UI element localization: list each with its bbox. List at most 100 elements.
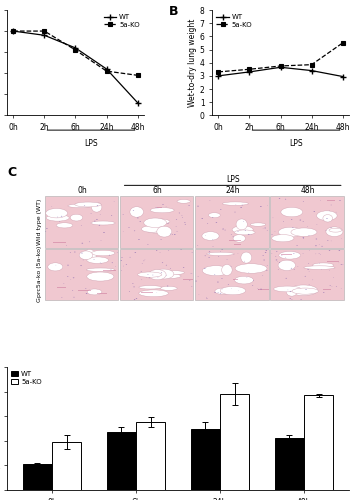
Text: LPS: LPS — [84, 138, 98, 147]
Ellipse shape — [323, 214, 333, 222]
Legend: WT, 5a-KO: WT, 5a-KO — [216, 14, 253, 28]
Ellipse shape — [274, 286, 301, 292]
Ellipse shape — [86, 268, 115, 272]
Ellipse shape — [160, 286, 177, 290]
5a-KO — [11, 28, 15, 34]
Bar — [225, 262, 232, 263]
Ellipse shape — [139, 290, 168, 296]
Ellipse shape — [157, 226, 172, 237]
Ellipse shape — [46, 208, 68, 218]
WT — [42, 32, 47, 38]
Bar — [136, 422, 166, 490]
Ellipse shape — [250, 223, 266, 226]
5a-KO — [42, 28, 47, 34]
Ellipse shape — [48, 263, 63, 271]
5a-KO — [247, 66, 252, 72]
Ellipse shape — [220, 286, 246, 295]
Ellipse shape — [46, 214, 69, 221]
Ellipse shape — [233, 234, 245, 242]
WT — [216, 73, 220, 79]
Ellipse shape — [279, 252, 300, 259]
WT — [136, 100, 140, 105]
WT — [247, 69, 252, 75]
Bar — [103, 270, 116, 271]
Ellipse shape — [146, 219, 170, 224]
Bar — [107, 432, 136, 490]
Ellipse shape — [206, 252, 234, 256]
Ellipse shape — [91, 250, 115, 256]
Ellipse shape — [141, 226, 162, 232]
Ellipse shape — [236, 219, 247, 230]
Ellipse shape — [153, 274, 181, 278]
Text: 0h: 0h — [78, 186, 87, 195]
Ellipse shape — [70, 214, 83, 221]
WT — [11, 28, 15, 34]
Ellipse shape — [87, 257, 109, 264]
Bar — [220, 394, 249, 490]
Ellipse shape — [87, 289, 102, 295]
Ellipse shape — [91, 202, 102, 212]
Ellipse shape — [130, 206, 143, 217]
Ellipse shape — [145, 226, 167, 233]
Ellipse shape — [148, 270, 166, 280]
Bar — [157, 207, 162, 208]
5a-KO — [216, 69, 220, 75]
Ellipse shape — [234, 230, 255, 235]
Ellipse shape — [313, 263, 334, 268]
Ellipse shape — [241, 252, 252, 263]
Ellipse shape — [235, 276, 253, 284]
Ellipse shape — [232, 226, 253, 234]
Bar — [304, 396, 333, 490]
Text: Wild type (WT): Wild type (WT) — [37, 198, 42, 245]
Bar — [45, 196, 118, 248]
WT — [73, 45, 78, 51]
Bar — [274, 438, 304, 490]
Ellipse shape — [144, 218, 167, 228]
Text: LPS: LPS — [289, 138, 303, 147]
Legend: WT, 5a-KO: WT, 5a-KO — [11, 370, 42, 386]
Ellipse shape — [329, 228, 342, 232]
Bar — [23, 464, 52, 490]
WT — [104, 66, 109, 72]
Ellipse shape — [292, 288, 318, 294]
5a-KO — [104, 68, 109, 74]
Ellipse shape — [222, 202, 248, 205]
Ellipse shape — [139, 286, 162, 289]
Ellipse shape — [87, 272, 114, 281]
Text: B: B — [168, 4, 178, 18]
Ellipse shape — [278, 260, 295, 270]
Text: Gprc5a-ko (5a-ko): Gprc5a-ko (5a-ko) — [37, 246, 42, 302]
Ellipse shape — [235, 264, 267, 274]
Ellipse shape — [163, 270, 184, 274]
Ellipse shape — [68, 204, 92, 208]
Line: 5a-KO: 5a-KO — [11, 28, 140, 78]
Bar — [120, 248, 193, 300]
5a-KO — [341, 40, 345, 46]
5a-KO — [309, 62, 314, 68]
Ellipse shape — [150, 208, 174, 213]
Text: 6h: 6h — [153, 186, 162, 195]
Ellipse shape — [208, 212, 220, 218]
Bar — [229, 240, 241, 241]
Bar — [190, 428, 220, 490]
WT — [278, 64, 283, 70]
Ellipse shape — [79, 251, 93, 260]
Ellipse shape — [222, 264, 232, 276]
Ellipse shape — [75, 202, 101, 207]
Ellipse shape — [304, 266, 335, 270]
Line: 5a-KO: 5a-KO — [216, 40, 345, 74]
Ellipse shape — [177, 200, 190, 203]
Ellipse shape — [326, 227, 343, 236]
Bar — [96, 293, 107, 294]
Bar — [53, 242, 66, 243]
Text: 24h: 24h — [225, 186, 240, 195]
Ellipse shape — [83, 250, 96, 260]
Bar — [324, 289, 331, 290]
Bar — [270, 196, 344, 248]
Ellipse shape — [203, 266, 230, 276]
Ellipse shape — [278, 227, 303, 237]
Line: WT: WT — [10, 28, 141, 106]
Ellipse shape — [153, 269, 174, 279]
Ellipse shape — [56, 223, 73, 228]
5a-KO — [73, 47, 78, 53]
